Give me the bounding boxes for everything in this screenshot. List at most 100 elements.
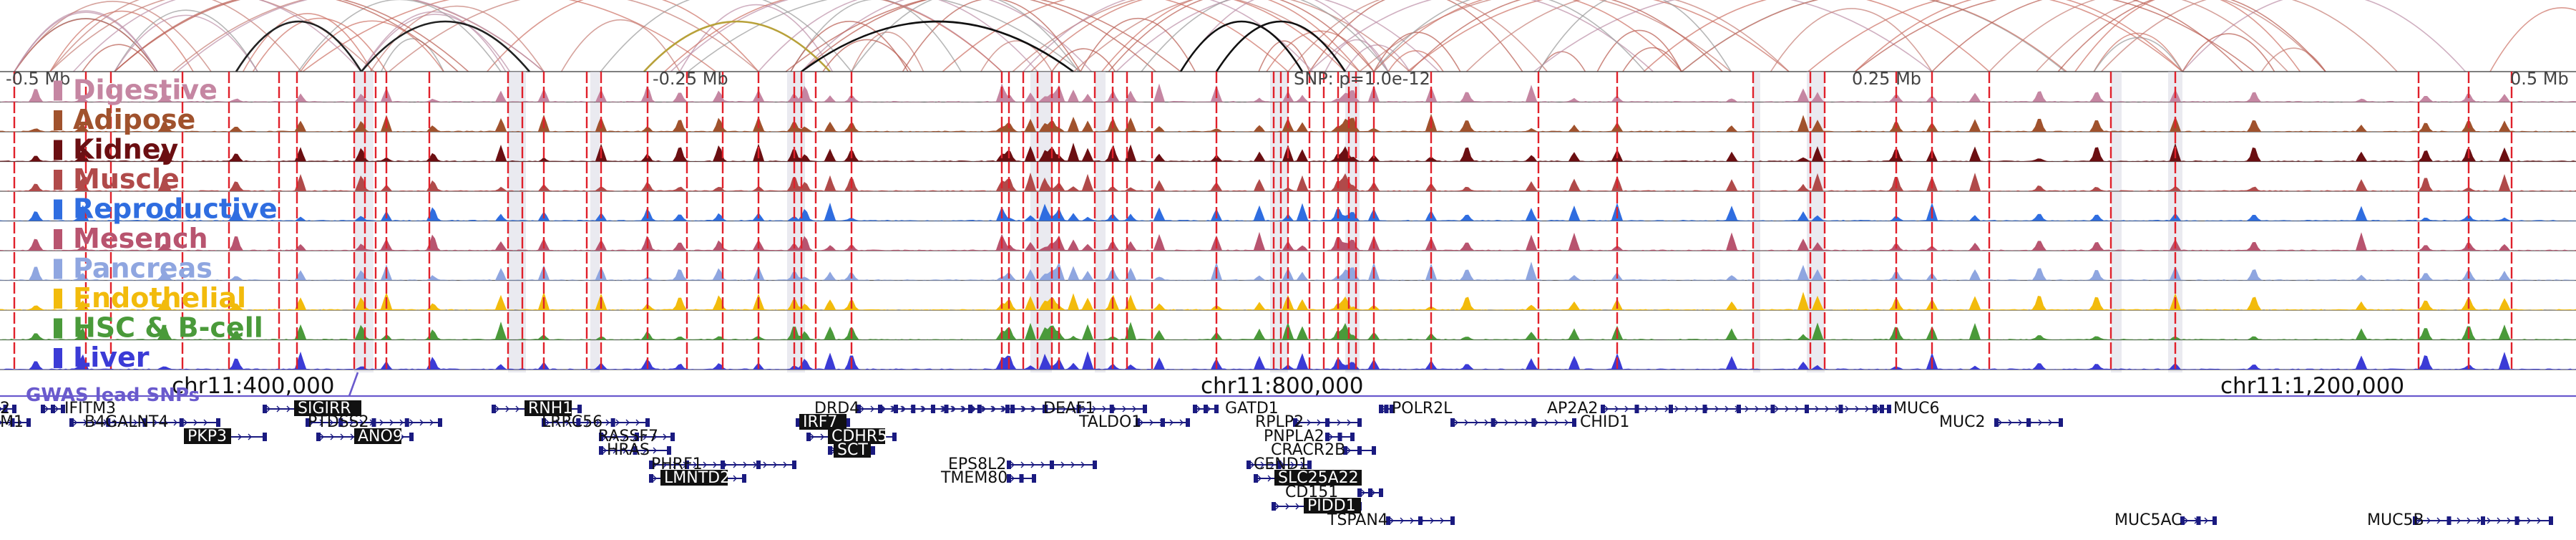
strand-arrow	[972, 405, 976, 413]
strand-arrow	[2527, 517, 2531, 524]
strand-arrow	[286, 405, 291, 413]
gene-label-highlight	[828, 428, 885, 444]
loop-arc	[1141, 0, 1389, 72]
gene-exon	[1325, 418, 1330, 427]
strand-arrow	[1060, 461, 1065, 468]
strand-arrow	[1454, 419, 1458, 426]
strand-arrow	[1564, 419, 1568, 426]
track-label: Liver	[73, 342, 150, 373]
gene-label-highlight	[660, 470, 728, 486]
strand-arrow	[2457, 517, 2461, 524]
gene-label: MUC5AC	[2114, 511, 2182, 529]
gene-label: PNPLA2	[1264, 428, 1324, 445]
strand-arrow	[2537, 517, 2541, 524]
gene-exon	[1737, 405, 1741, 413]
track-label: Endothelial	[73, 282, 246, 314]
loop-arc	[1287, 0, 1548, 72]
gene-label: MUC5B	[2367, 511, 2424, 529]
gene-exon	[1450, 516, 1455, 525]
gene-exon	[2059, 418, 2063, 427]
gene-exon	[492, 405, 496, 413]
strand-arrow	[1400, 517, 1404, 524]
strand-arrow	[349, 419, 353, 426]
gene-exon	[316, 433, 321, 441]
track-label: Mesench	[73, 223, 208, 254]
strand-arrow	[602, 447, 607, 454]
strand-arrow	[1745, 405, 1749, 413]
strand-arrow	[602, 433, 607, 440]
gene-exon	[1246, 461, 1251, 469]
gene-exon	[599, 433, 603, 441]
strand-arrow	[83, 419, 87, 426]
strand-arrow	[2416, 517, 2421, 524]
gene-exon	[1325, 433, 1330, 441]
gene-label: DEAF1	[1043, 400, 1096, 418]
gene-label-highlight	[1304, 498, 1361, 514]
strand-arrow	[1295, 503, 1299, 510]
gene-exon	[1350, 433, 1355, 441]
track-label-marker	[54, 318, 62, 339]
strand-arrow	[1329, 433, 1333, 440]
ruler-label-0-25: 0.25 Mb	[1852, 69, 1921, 89]
strand-arrow	[663, 433, 667, 440]
strand-arrow	[1815, 405, 1819, 413]
strand-arrow	[350, 433, 354, 440]
loop-arc	[361, 11, 507, 72]
gene-exon	[756, 461, 761, 469]
gene-exon	[610, 418, 615, 427]
strand-arrow	[276, 405, 280, 413]
loop-arc	[851, 32, 924, 72]
gene-exon	[599, 446, 603, 455]
gwas-lead-marker	[348, 372, 359, 397]
gene-exon	[1161, 418, 1165, 427]
gene-exon	[263, 433, 267, 441]
gene-label: SLC25A22	[1278, 469, 1359, 487]
gene-exon	[1384, 405, 1389, 413]
strand-arrow	[733, 475, 737, 482]
gene-exon	[1386, 516, 1390, 525]
strand-arrow	[595, 419, 600, 426]
strand-arrow	[1062, 405, 1066, 413]
strand-arrow	[2507, 517, 2511, 524]
strand-arrow	[673, 461, 677, 468]
strand-arrow	[1371, 489, 1375, 496]
strand-arrow	[1544, 419, 1548, 426]
track-label: HSC & B-cell	[73, 312, 263, 344]
strand-arrow	[1724, 405, 1729, 413]
gene-exon	[179, 418, 184, 427]
loop-arc	[1409, 0, 1723, 72]
strand-arrow	[625, 419, 630, 426]
loop-arc	[1373, 32, 1461, 72]
strand-arrow	[545, 419, 550, 426]
gene-exon	[1418, 516, 1423, 525]
strand-arrow	[1410, 517, 1414, 524]
loop-arc	[1989, 0, 2288, 72]
loop-arc	[114, 9, 258, 72]
strand-arrow	[495, 405, 499, 413]
strand-arrow	[515, 405, 519, 413]
gene-label: MUC6	[1893, 400, 1939, 418]
strand-arrow	[73, 419, 77, 426]
strand-arrow	[419, 419, 424, 426]
strand-arrow	[203, 419, 208, 426]
strand-arrow	[1361, 489, 1365, 496]
strand-arrow	[1484, 419, 1488, 426]
strand-arrow	[400, 433, 404, 440]
strand-arrow	[1280, 461, 1284, 468]
strand-arrow	[1664, 405, 1669, 413]
loop-arc	[1258, 40, 1310, 72]
strand-arrow	[1149, 419, 1153, 426]
loop-arc	[389, 0, 759, 72]
loop-arc	[942, 0, 1289, 72]
gene-exon	[1050, 461, 1054, 469]
strand-arrow	[623, 433, 627, 440]
loop-arc	[14, 11, 158, 72]
strand-arrow	[992, 405, 996, 413]
strand-arrow	[248, 433, 252, 440]
gene-exon	[1372, 446, 1376, 455]
strand-arrow	[1825, 405, 1829, 413]
strand-arrow	[1092, 405, 1096, 413]
strand-arrow	[1122, 405, 1126, 413]
gene-exon	[667, 446, 671, 455]
loop-arc	[49, 10, 194, 72]
